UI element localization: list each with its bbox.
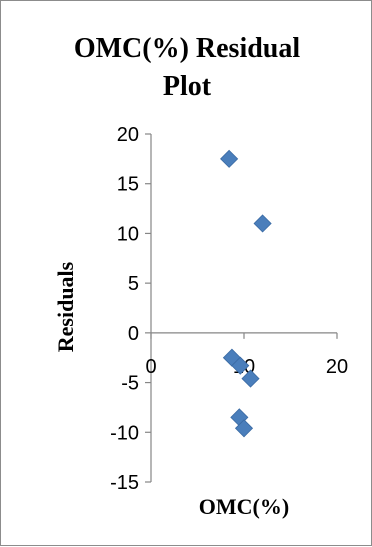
axes (145, 133, 338, 483)
data-point-diamond (234, 419, 254, 438)
y-tick-label: -10 (110, 422, 139, 444)
x-tick-label: 0 (145, 356, 156, 378)
x-axis-title: OMC(%) (199, 494, 289, 519)
y-tick-label: 10 (117, 223, 139, 245)
chart-title-line-2: Plot (163, 71, 212, 102)
x-tick-label: 20 (326, 356, 348, 378)
y-tick-label: 20 (117, 124, 139, 146)
chart-title-line-1: OMC(%) Residual (74, 33, 301, 64)
data-point-diamond (231, 356, 250, 375)
data-point-diamond (253, 214, 272, 233)
y-tick-labels: 20 15 10 5 0 -5 -10 -15 (110, 124, 139, 494)
y-tick-label: 0 (128, 323, 139, 345)
y-tick-label: -15 (110, 472, 139, 494)
data-points (220, 149, 272, 438)
y-tick-label: 15 (117, 174, 139, 196)
y-tick-label: -5 (121, 373, 139, 395)
y-tick-label: 5 (128, 273, 139, 295)
data-point-diamond (241, 369, 260, 388)
data-point-diamond (220, 149, 239, 168)
y-axis-title: Residuals (53, 261, 78, 352)
